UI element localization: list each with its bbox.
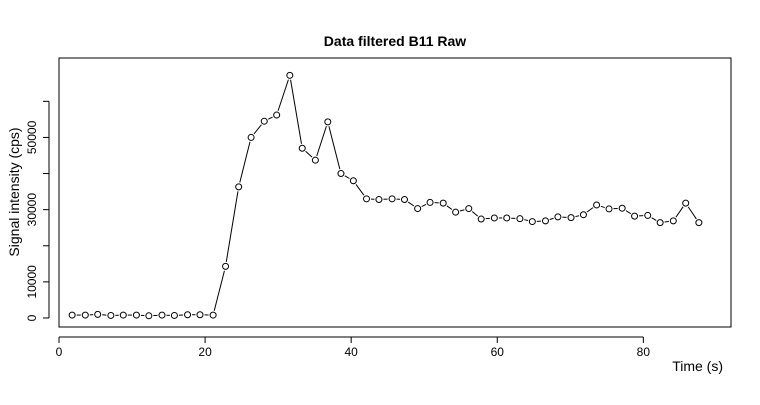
data-point <box>683 200 689 206</box>
series-segment <box>676 207 683 217</box>
plot-area-frame <box>59 58 731 327</box>
data-point <box>453 209 459 215</box>
series-segment <box>408 202 414 206</box>
series-segment <box>626 211 631 214</box>
series-segment <box>652 218 657 221</box>
data-point <box>350 178 356 184</box>
series-segment <box>472 211 478 216</box>
x-axis-label: Time (s) <box>672 358 723 374</box>
series-segment <box>524 220 528 221</box>
data-point <box>325 119 331 125</box>
data-point <box>427 199 433 205</box>
y-axis-label: Signal intensity (cps) <box>6 127 22 256</box>
data-point <box>376 197 382 203</box>
data-point <box>594 202 600 208</box>
data-point <box>389 196 395 202</box>
series-segment <box>306 151 312 157</box>
data-point <box>670 218 676 224</box>
data-point <box>171 312 177 318</box>
data-point <box>555 214 561 220</box>
y-axis: 0 10000 30000 50000 <box>25 101 49 321</box>
data-point <box>82 312 88 318</box>
data-point <box>696 220 702 226</box>
x-tick-label: 60 <box>491 345 505 359</box>
data-point <box>401 197 407 203</box>
series-segment <box>422 204 426 206</box>
data-point <box>69 312 75 318</box>
y-tick-label: 30000 <box>25 193 39 227</box>
data-point <box>338 171 344 177</box>
data-point <box>223 263 229 269</box>
y-tick-label: 50000 <box>25 120 39 154</box>
data-point <box>95 311 101 317</box>
series-segment <box>317 126 327 156</box>
series-segment <box>329 126 340 169</box>
data-point <box>261 118 267 124</box>
series-segment <box>268 117 272 119</box>
series-segment <box>460 210 464 211</box>
data-point <box>466 206 472 212</box>
x-tick-label: 20 <box>198 345 212 359</box>
x-axis: 0 20 40 60 80 <box>56 337 651 359</box>
series-segment <box>345 176 350 179</box>
data-point <box>619 205 625 211</box>
data-point <box>529 219 535 225</box>
data-point <box>299 145 305 151</box>
y-tick-label: 0 <box>25 314 39 321</box>
x-tick-label: 40 <box>344 345 358 359</box>
data-point <box>440 200 446 206</box>
x-tick-label: 0 <box>56 345 63 359</box>
data-point <box>197 312 203 318</box>
series-segment <box>226 191 238 262</box>
series-segment <box>447 206 452 210</box>
data-point <box>108 312 114 318</box>
data-point <box>517 216 523 222</box>
data-point <box>364 196 370 202</box>
data-point <box>478 216 484 222</box>
data-point <box>504 215 510 221</box>
series-segment <box>587 208 593 212</box>
series-segment <box>356 184 364 195</box>
series-segment <box>575 216 579 217</box>
series-segment <box>240 142 250 183</box>
data-point <box>542 218 548 224</box>
data-point <box>236 184 242 190</box>
data-point <box>159 312 165 318</box>
data-point <box>645 212 651 218</box>
series-segment <box>601 206 605 207</box>
series-segment <box>214 271 224 311</box>
data-point <box>274 112 280 118</box>
series-layer <box>69 72 702 318</box>
series-segment <box>665 221 669 222</box>
chart-title: Data filtered B11 Raw <box>324 33 466 49</box>
data-point <box>312 157 318 163</box>
data-point <box>248 134 254 140</box>
data-point <box>185 312 191 318</box>
data-point <box>415 206 421 212</box>
series-segment <box>688 207 696 219</box>
data-point <box>491 215 497 221</box>
x-tick-label: 80 <box>637 345 651 359</box>
data-point <box>146 313 152 319</box>
data-point <box>580 212 586 218</box>
series-segment <box>278 80 288 111</box>
data-point <box>120 312 126 318</box>
data-point <box>568 215 574 221</box>
data-point <box>657 220 663 226</box>
data-point <box>133 312 139 318</box>
data-point <box>210 312 216 318</box>
data-point <box>632 213 638 219</box>
series-segment <box>550 218 554 219</box>
series-segment <box>254 125 261 134</box>
data-point <box>606 206 612 212</box>
y-tick-label: 10000 <box>25 265 39 299</box>
series-segment <box>291 80 302 144</box>
data-point <box>287 72 293 78</box>
